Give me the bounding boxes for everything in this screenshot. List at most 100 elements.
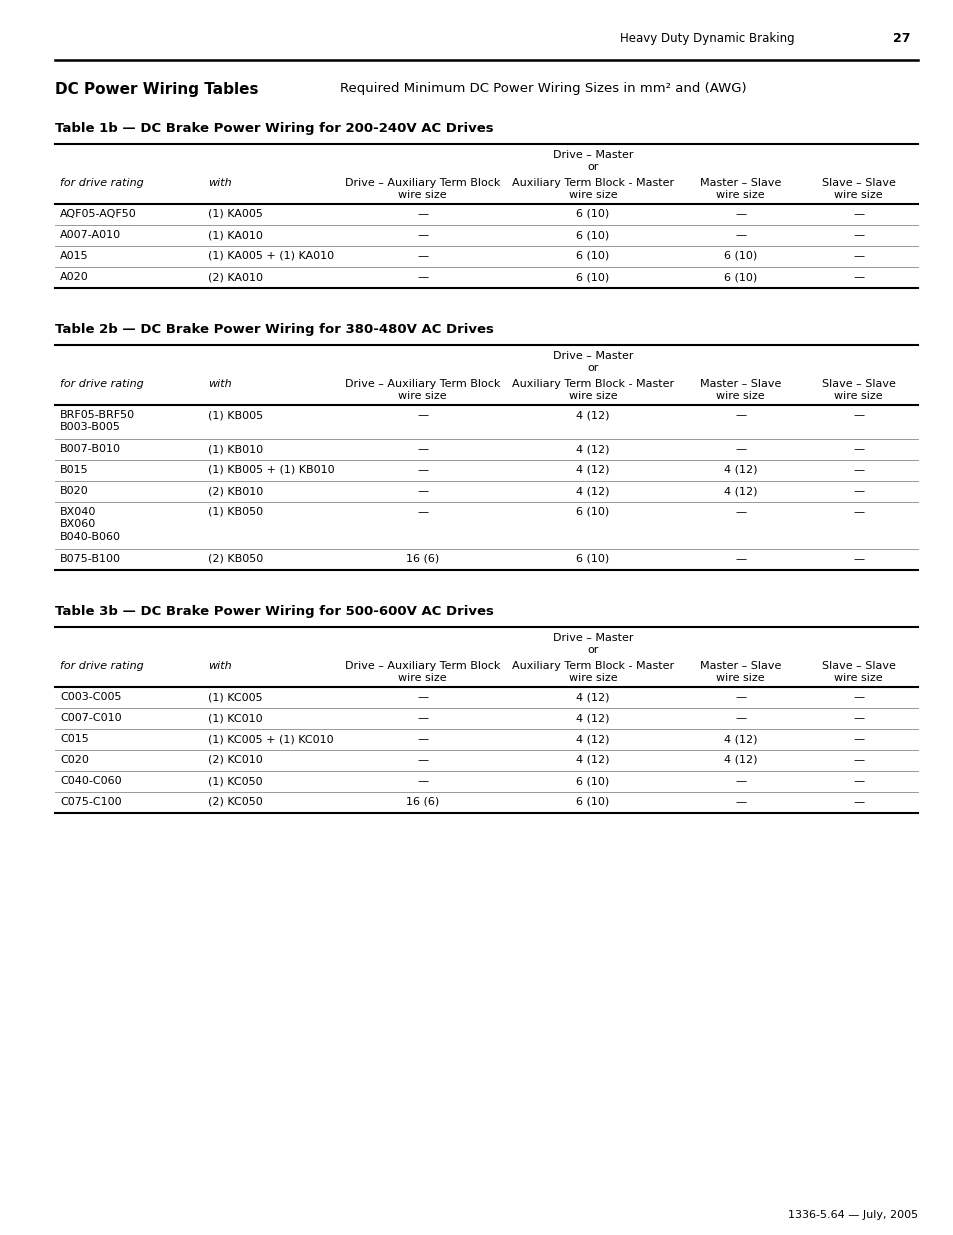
Text: Master – Slave
wire size: Master – Slave wire size [700, 661, 781, 683]
Text: 27: 27 [892, 32, 909, 44]
Text: (1) KC005 + (1) KC010: (1) KC005 + (1) KC010 [208, 734, 334, 743]
Text: (2) KC010: (2) KC010 [208, 755, 262, 764]
Text: 6 (10): 6 (10) [576, 797, 609, 806]
Text: (1) KB005 + (1) KB010: (1) KB005 + (1) KB010 [208, 466, 335, 475]
Text: Drive – Master
or: Drive – Master or [552, 149, 633, 173]
Text: —: — [852, 555, 863, 564]
Text: —: — [852, 272, 863, 282]
Text: 6 (10): 6 (10) [576, 209, 609, 219]
Text: —: — [735, 445, 745, 454]
Text: —: — [852, 713, 863, 722]
Text: —: — [416, 692, 428, 701]
Text: Required Minimum DC Power Wiring Sizes in mm² and (AWG): Required Minimum DC Power Wiring Sizes i… [339, 82, 746, 95]
Text: A007-A010: A007-A010 [60, 230, 121, 240]
Text: Slave – Slave
wire size: Slave – Slave wire size [821, 178, 895, 200]
Text: —: — [416, 508, 428, 517]
Text: C015: C015 [60, 734, 89, 743]
Text: B007-B010: B007-B010 [60, 445, 121, 454]
Text: —: — [852, 734, 863, 743]
Text: with: with [208, 379, 232, 389]
Text: 6 (10): 6 (10) [576, 230, 609, 240]
Text: Auxiliary Term Block - Master
wire size: Auxiliary Term Block - Master wire size [512, 178, 673, 200]
Text: 6 (10): 6 (10) [723, 251, 757, 261]
Text: Table 2b — DC Brake Power Wiring for 380-480V AC Drives: Table 2b — DC Brake Power Wiring for 380… [55, 324, 494, 336]
Text: 4 (12): 4 (12) [576, 692, 609, 701]
Text: 6 (10): 6 (10) [723, 272, 757, 282]
Text: B075-B100: B075-B100 [60, 555, 121, 564]
Text: Drive – Auxiliary Term Block
wire size: Drive – Auxiliary Term Block wire size [345, 661, 499, 683]
Text: (1) KA005: (1) KA005 [208, 209, 263, 219]
Text: —: — [735, 713, 745, 722]
Text: —: — [852, 508, 863, 517]
Text: —: — [852, 251, 863, 261]
Text: —: — [416, 466, 428, 475]
Text: Table 1b — DC Brake Power Wiring for 200-240V AC Drives: Table 1b — DC Brake Power Wiring for 200… [55, 122, 494, 135]
Text: Table 3b — DC Brake Power Wiring for 500-600V AC Drives: Table 3b — DC Brake Power Wiring for 500… [55, 605, 494, 618]
Text: B020: B020 [60, 487, 89, 496]
Text: (1) KA005 + (1) KA010: (1) KA005 + (1) KA010 [208, 251, 334, 261]
Text: —: — [735, 692, 745, 701]
Text: C040-C060: C040-C060 [60, 776, 122, 785]
Text: —: — [852, 209, 863, 219]
Text: for drive rating: for drive rating [60, 379, 144, 389]
Text: —: — [735, 797, 745, 806]
Text: (2) KC050: (2) KC050 [208, 797, 262, 806]
Text: —: — [735, 555, 745, 564]
Text: Heavy Duty Dynamic Braking: Heavy Duty Dynamic Braking [619, 32, 794, 44]
Text: C075-C100: C075-C100 [60, 797, 122, 806]
Text: Drive – Auxiliary Term Block
wire size: Drive – Auxiliary Term Block wire size [345, 379, 499, 401]
Text: 6 (10): 6 (10) [576, 251, 609, 261]
Text: —: — [416, 713, 428, 722]
Text: —: — [416, 776, 428, 785]
Text: —: — [852, 692, 863, 701]
Text: (1) KB005: (1) KB005 [208, 410, 263, 420]
Text: B015: B015 [60, 466, 89, 475]
Text: (1) KB010: (1) KB010 [208, 445, 263, 454]
Text: —: — [852, 230, 863, 240]
Text: A020: A020 [60, 272, 89, 282]
Text: (2) KB010: (2) KB010 [208, 487, 263, 496]
Text: 4 (12): 4 (12) [723, 734, 757, 743]
Text: BRF05-BRF50
B003-B005: BRF05-BRF50 B003-B005 [60, 410, 135, 432]
Text: Auxiliary Term Block - Master
wire size: Auxiliary Term Block - Master wire size [512, 379, 673, 401]
Text: —: — [416, 230, 428, 240]
Text: (1) KB050: (1) KB050 [208, 508, 263, 517]
Text: Auxiliary Term Block - Master
wire size: Auxiliary Term Block - Master wire size [512, 661, 673, 683]
Text: —: — [852, 445, 863, 454]
Text: (2) KB050: (2) KB050 [208, 555, 263, 564]
Text: Drive – Master
or: Drive – Master or [552, 351, 633, 373]
Text: for drive rating: for drive rating [60, 661, 144, 671]
Text: —: — [852, 487, 863, 496]
Text: with: with [208, 661, 232, 671]
Text: DC Power Wiring Tables: DC Power Wiring Tables [55, 82, 258, 98]
Text: A015: A015 [60, 251, 89, 261]
Text: Drive – Auxiliary Term Block
wire size: Drive – Auxiliary Term Block wire size [345, 178, 499, 200]
Text: 4 (12): 4 (12) [723, 466, 757, 475]
Text: —: — [735, 776, 745, 785]
Text: —: — [735, 230, 745, 240]
Text: —: — [735, 209, 745, 219]
Text: C007-C010: C007-C010 [60, 713, 122, 722]
Text: for drive rating: for drive rating [60, 178, 144, 188]
Text: —: — [416, 209, 428, 219]
Text: —: — [416, 487, 428, 496]
Text: Slave – Slave
wire size: Slave – Slave wire size [821, 661, 895, 683]
Text: —: — [416, 272, 428, 282]
Text: 6 (10): 6 (10) [576, 508, 609, 517]
Text: 1336-5.64 — July, 2005: 1336-5.64 — July, 2005 [787, 1210, 917, 1220]
Text: (1) KC005: (1) KC005 [208, 692, 262, 701]
Text: 6 (10): 6 (10) [576, 272, 609, 282]
Text: —: — [852, 776, 863, 785]
Text: 4 (12): 4 (12) [576, 445, 609, 454]
Text: Drive – Master
or: Drive – Master or [552, 634, 633, 656]
Text: —: — [852, 466, 863, 475]
Text: —: — [735, 410, 745, 420]
Text: —: — [852, 755, 863, 764]
Text: —: — [852, 797, 863, 806]
Text: with: with [208, 178, 232, 188]
Text: 4 (12): 4 (12) [576, 410, 609, 420]
Text: —: — [416, 251, 428, 261]
Text: C020: C020 [60, 755, 89, 764]
Text: 6 (10): 6 (10) [576, 776, 609, 785]
Text: —: — [416, 410, 428, 420]
